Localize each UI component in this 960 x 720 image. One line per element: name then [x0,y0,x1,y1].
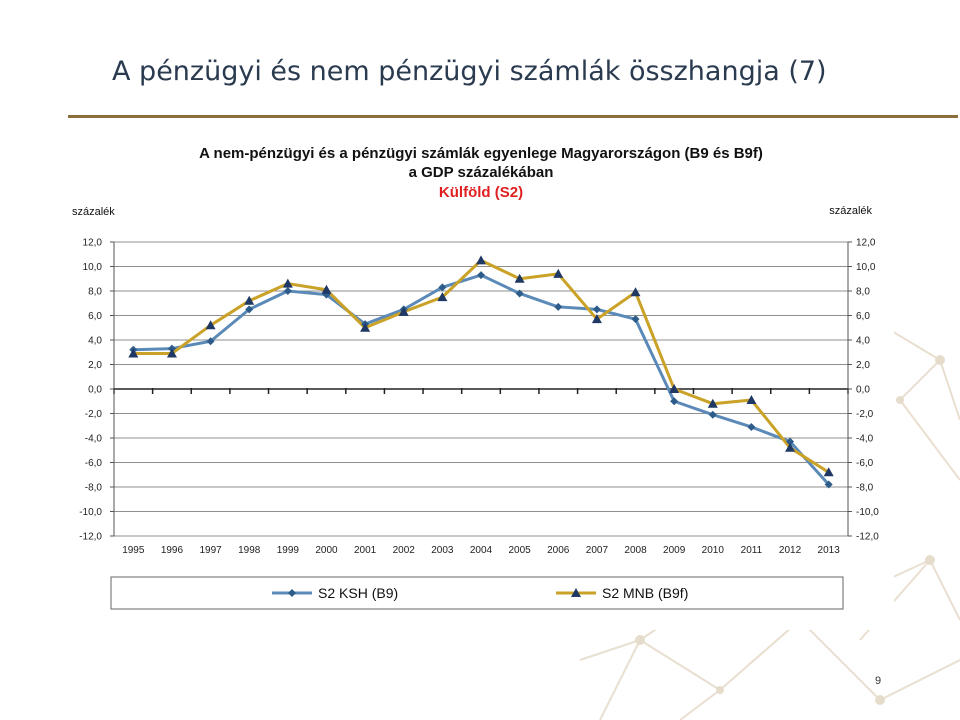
data-point-mnb [785,442,796,452]
data-point-mnb [166,348,177,358]
data-point-mnb [128,348,139,358]
data-point-ksh [786,437,795,446]
data-point-ksh [554,302,563,311]
x-tick-label: 2004 [470,545,493,556]
x-tick-label: 2012 [779,545,802,556]
y-tick-label-right: 6,0 [856,311,870,322]
x-tick-label: 2008 [624,545,647,556]
x-tick-label: 2011 [741,545,763,556]
data-point-ksh [824,480,833,489]
chart-subtitle: Külföld (S2) [439,184,523,201]
legend-label: S2 KSH (B9) [318,585,398,601]
y-ticks-left: 12,0 10,0 8,0 6,0 4,0 2,0 0,0 -2,0 -4,0 -6,0 -8,0 -… [79,238,115,543]
data-point-mnb [205,320,216,330]
x-tick-label: 2001 [354,545,377,556]
data-point-mnb [707,398,718,408]
y-axis-left-label: százalék [72,206,115,218]
y-tick-label-left: -6,0 [85,458,103,469]
data-point-ksh [515,289,524,298]
x-tick-label: 1995 [122,545,145,556]
legend: S2 KSH (B9) S2 MNB (B9f) [272,585,688,601]
page-number: 9 [874,675,882,687]
data-point-ksh [670,397,679,406]
y-tick-label-left: -8,0 [85,483,103,494]
x-tick-label: 2000 [315,545,338,556]
x-tick-label: 1999 [277,545,300,556]
data-point-mnb [514,273,525,283]
x-tick-label: 2010 [702,545,725,556]
series-layer [128,255,834,489]
x-tick-label: 2006 [547,545,570,556]
x-tick-label: 1997 [199,545,222,556]
y-tick-label-right: -10,0 [856,507,879,518]
data-point-mnb [630,287,641,297]
y-tick-label-right: 8,0 [856,287,870,298]
x-tick-label: 1996 [161,545,184,556]
legend-marker [571,588,581,597]
data-point-mnb [437,292,448,302]
legend-marker [288,589,296,597]
y-tick-label-left: 10,0 [83,262,103,273]
data-point-mnb [321,284,332,294]
data-point-ksh [283,287,292,295]
x-tick-label: 1998 [238,545,261,556]
gridlines [114,241,848,537]
data-point-mnb [823,467,834,477]
data-point-mnb [669,384,680,393]
y-tick-label-left: 8,0 [88,287,102,298]
x-tick-label: 2003 [431,545,454,556]
y-tick-label-right: 2,0 [856,360,870,371]
legend-label: S2 MNB (B9f) [602,585,688,601]
x-tick-label: 2005 [509,545,532,556]
data-point-mnb [553,268,564,278]
y-tick-label-right: -8,0 [856,483,874,494]
y-tick-label-right: -12,0 [856,532,879,543]
y-tick-label-left: 0,0 [88,385,102,396]
y-tick-label-left: 6,0 [88,311,102,322]
data-point-ksh [747,422,756,431]
x-tick-label: 2007 [586,545,609,556]
data-point-mnb [360,322,371,332]
y-tick-label-right: 12,0 [856,238,876,249]
data-point-ksh [708,410,717,419]
data-point-ksh [438,283,447,292]
chart-area [62,130,894,630]
data-point-ksh [592,305,601,314]
data-point-ksh [245,305,254,314]
slide-title: A pénzügyi és nem pénzügyi számlák összh… [112,56,827,87]
y-tick-label-left: 2,0 [88,360,102,371]
y-axis-right-label: százalék [829,205,872,217]
y-tick-label-right: 10,0 [856,262,876,273]
data-point-mnb [746,395,757,405]
y-ticks-right: 12,0 10,0 8,0 6,0 4,0 2,0 0,0 -2,0 -4,0 -6,0 -8,0 -… [847,238,879,543]
chart-title-line1: A nem-pénzügyi és a pénzügyi számlák egy… [199,145,763,162]
chart-title-line2: a GDP százalékában [409,164,554,181]
data-point-ksh [631,315,640,324]
x-tick-label: 2002 [393,545,416,556]
y-tick-label-right: -6,0 [856,458,874,469]
title-rule [68,115,958,118]
data-point-ksh [477,271,485,280]
y-tick-label-left: -4,0 [85,434,103,445]
data-point-mnb [244,295,255,305]
x-tick-label: 2013 [818,545,841,556]
x-tick-label: 2009 [663,545,686,556]
data-point-mnb [476,255,486,265]
y-tick-label-right: 0,0 [856,385,870,396]
y-tick-label-left: -10,0 [79,507,102,518]
y-tick-label-right: 4,0 [856,336,870,347]
data-point-mnb [398,306,409,316]
legend-box [110,576,844,610]
y-tick-label-left: -12,0 [79,532,102,543]
data-point-mnb [591,314,602,324]
y-tick-label-right: -4,0 [856,434,874,445]
y-tick-label-left: -2,0 [85,409,103,420]
y-tick-label-left: 4,0 [88,336,102,347]
x-ticks: 1995 1996 1997 1998 1999 2000 2001 2002 2003 2004… [122,545,840,556]
y-tick-label-right: -2,0 [856,409,874,420]
data-point-ksh [206,337,215,346]
data-point-mnb [282,278,293,288]
y-tick-label-left: 12,0 [83,238,103,249]
